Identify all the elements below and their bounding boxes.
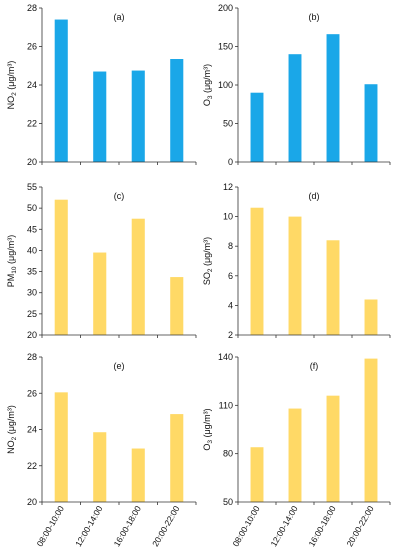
panel-c: 20 25 30 35 40 45 50 55 (c) PM10 (μg/m³) — [6, 182, 197, 340]
panel-b-bar-2 — [288, 54, 302, 163]
panel-d-y-axis-title: SO2 (μg/m³) — [202, 237, 214, 285]
panel-e-ytick-label: 28 — [27, 352, 37, 362]
panel-d-bar-3 — [326, 240, 340, 335]
panel-b-ytick-label: 0 — [228, 157, 233, 167]
panel-f-ytick-label: 140 — [218, 352, 233, 362]
panel-a-ytick-label: 20 — [27, 157, 37, 167]
panel-d-ytick-label: 12 — [223, 182, 233, 192]
panel-f-label: (f) — [310, 361, 319, 371]
panel-b-ytick-label: 150 — [218, 42, 233, 52]
panel-a-bar-3 — [131, 70, 145, 162]
panel-a-y-axis-title: NO2 (μg/m³) — [6, 61, 18, 110]
panel-e-y-axis-title: NO2 (μg/m³) — [6, 405, 18, 454]
panel-f-bar-3 — [326, 395, 340, 502]
panel-c-bar-3 — [131, 218, 145, 335]
panel-f-ytick-label: 80 — [223, 449, 233, 459]
panel-c-bar-4 — [170, 277, 184, 335]
panel-d-ytick-label: 4 — [228, 300, 233, 310]
panel-a-ytick-label: 22 — [27, 119, 37, 129]
panel-c-ytick-label: 40 — [27, 245, 37, 255]
panel-d: 2 4 6 8 10 12 (d) SO2 (μg/m³) — [202, 182, 391, 340]
panel-b-bar-1 — [250, 92, 264, 162]
panel-d-bar-2 — [288, 216, 302, 335]
panel-e-xtick-label: 08:00-10:00 — [35, 504, 66, 549]
panel-c-bar-2 — [93, 252, 107, 335]
panel-f-ytick-label: 110 — [219, 400, 233, 410]
panel-e: 20 22 24 26 28 08:00-10:00 12:00-14:00 16:00-18… — [6, 352, 197, 549]
panel-b-ytick-label: 100 — [218, 80, 233, 90]
panel-e-ytick-label: 22 — [27, 461, 37, 471]
panel-b-label: (b) — [309, 12, 320, 22]
panel-e-ytick-label: 26 — [27, 388, 37, 398]
panel-c-ytick-label: 35 — [27, 267, 37, 277]
panel-d-ytick-label: 2 — [228, 330, 233, 340]
panel-c-ytick-label: 30 — [27, 288, 37, 298]
panel-f-bar-4 — [364, 358, 378, 502]
panel-d-ytick-label: 10 — [223, 212, 233, 222]
panel-f-ytick-label: 50 — [223, 497, 233, 507]
panel-b-bar-4 — [364, 84, 378, 162]
panel-e-bar-3 — [131, 448, 145, 502]
panel-a-ytick-label: 28 — [27, 3, 37, 13]
panel-c-ytick-label: 55 — [27, 182, 37, 192]
panel-d-bar-4 — [364, 299, 378, 335]
panel-e-ytick-label: 24 — [27, 425, 37, 435]
panel-c-ytick-label: 50 — [27, 203, 37, 213]
panel-c-y-axis-title: PM10 (μg/m³) — [6, 235, 18, 287]
panel-f-bar-1 — [250, 447, 264, 502]
panel-c-ytick-label: 25 — [27, 309, 37, 319]
panel-d-ytick-label: 6 — [228, 271, 233, 281]
panel-e-label: (e) — [114, 361, 125, 371]
panel-b-ytick-label: 200 — [218, 3, 233, 13]
panel-b-bar-3 — [326, 34, 340, 162]
panel-f-xtick-label: 20:00-22:00 — [344, 504, 375, 549]
panel-d-label: (d) — [309, 191, 320, 201]
panel-d-ytick-label: 8 — [228, 241, 233, 251]
panel-e-bar-1 — [54, 392, 68, 502]
panel-f-xtick-label: 12:00-14:00 — [268, 504, 299, 549]
panel-e-ytick-label: 20 — [27, 497, 37, 507]
panel-a: 20 22 24 26 28 (a) NO2 (μg/m³) — [6, 3, 197, 167]
panel-f-bar-2 — [288, 408, 302, 502]
panel-a-bar-4 — [170, 59, 184, 163]
panel-b: 0 50 100 150 200 (b) O3 (μg/m³) — [202, 3, 391, 167]
panel-e-xtick-label: 20:00-22:00 — [150, 504, 181, 549]
panel-c-label: (c) — [114, 191, 125, 201]
panel-a-ytick-label: 24 — [27, 80, 37, 90]
panel-f-y-axis-title: O3 (μg/m³) — [202, 408, 214, 450]
panel-e-xtick-label: 12:00-14:00 — [73, 504, 104, 549]
panel-c-bar-1 — [54, 199, 68, 335]
panel-b-y-axis-title: O3 (μg/m³) — [202, 64, 214, 106]
panel-a-ytick-label: 26 — [27, 42, 37, 52]
panel-c-ytick-label: 45 — [27, 224, 37, 234]
panel-e-xtick-label: 16:00-18:00 — [112, 504, 143, 549]
panel-b-ytick-label: 50 — [223, 119, 233, 129]
panel-a-bar-1 — [54, 19, 68, 162]
panel-c-ytick-label: 20 — [27, 330, 37, 340]
panel-d-bar-1 — [250, 207, 264, 335]
panel-e-bar-2 — [93, 432, 107, 502]
panel-f: 50 80 110 140 08:00-10:00 12:00-14:00 16:00-18… — [202, 352, 391, 549]
panel-f-xtick-label: 16:00-18:00 — [306, 504, 337, 549]
panel-a-bar-2 — [93, 71, 107, 162]
panel-f-xtick-label: 08:00-10:00 — [230, 504, 261, 549]
panel-e-bar-4 — [170, 414, 184, 502]
panel-a-label: (a) — [114, 12, 125, 22]
